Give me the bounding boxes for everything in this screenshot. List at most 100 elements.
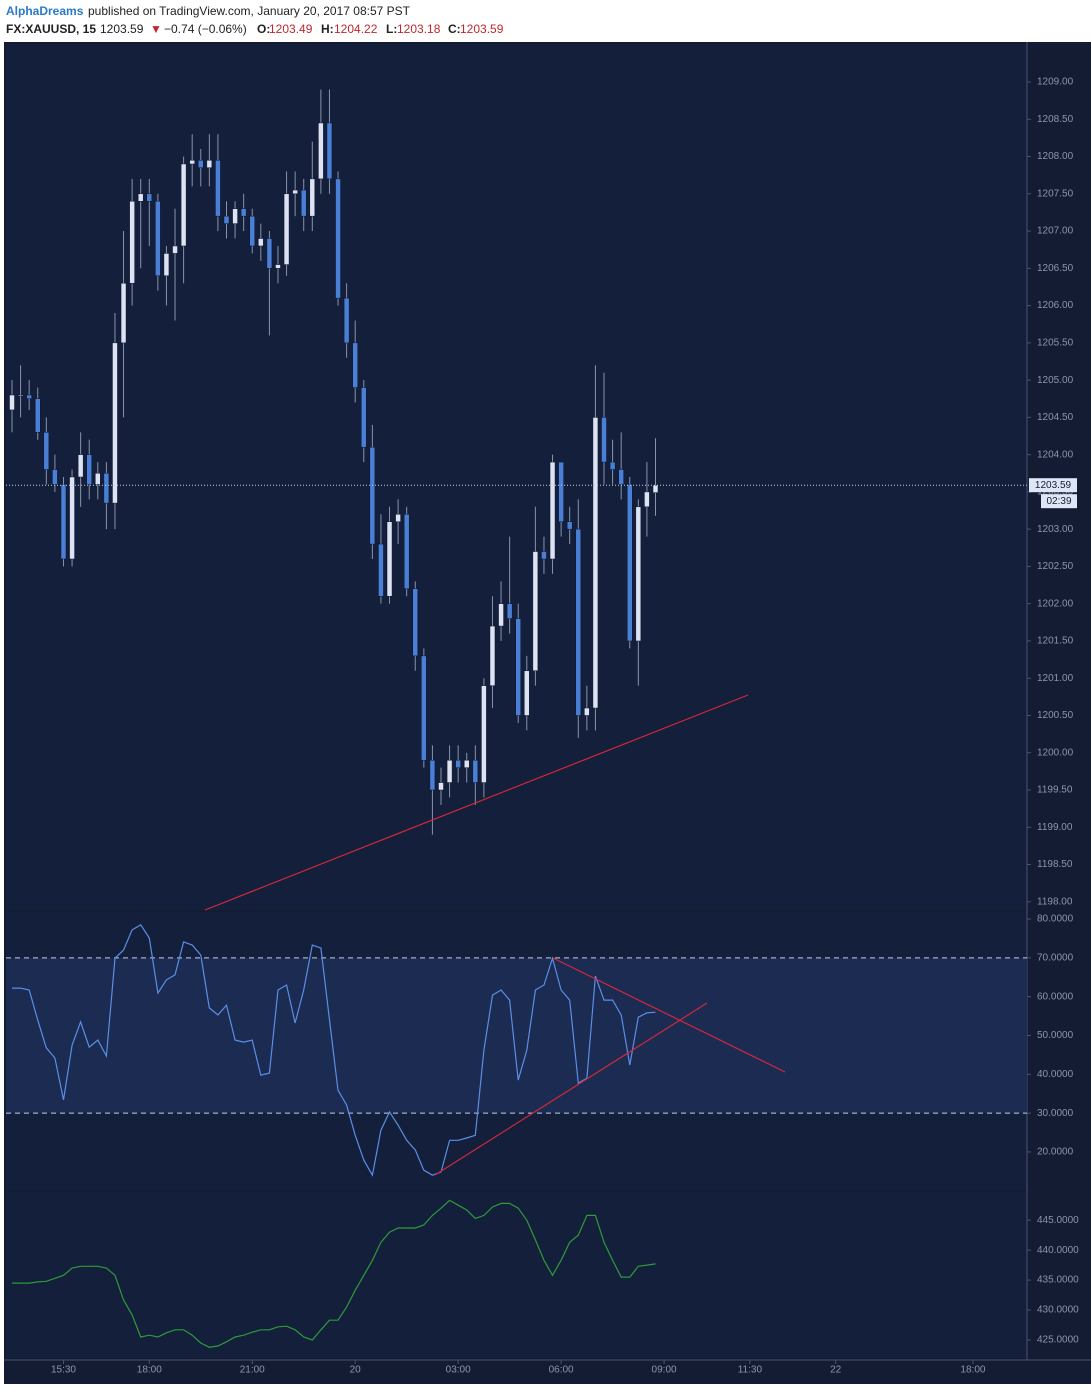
candle-body xyxy=(309,178,316,217)
candle-body xyxy=(635,506,642,642)
y-tick-label: 435.0000 xyxy=(1037,1275,1079,1286)
o-value: 1203.49 xyxy=(269,22,313,36)
candle-body xyxy=(283,193,290,265)
x-tick-label: 15:30 xyxy=(51,1365,76,1376)
y-tick-label: 80.0000 xyxy=(1037,914,1074,925)
candle-body xyxy=(223,215,230,224)
y-tick-label: 1198.50 xyxy=(1037,859,1073,870)
candle-body xyxy=(644,491,650,508)
candle-body xyxy=(361,387,367,448)
candle-body xyxy=(34,398,41,433)
candle-body xyxy=(584,707,590,716)
candle-body xyxy=(129,201,135,284)
candle-body xyxy=(232,208,238,224)
candle-body xyxy=(77,454,84,478)
y-tick-label: 1202.50 xyxy=(1037,561,1074,572)
candle-body xyxy=(515,618,521,716)
candle-body xyxy=(155,201,161,277)
last-price-box xyxy=(1029,478,1077,493)
y-tick-label: 70.0000 xyxy=(1037,952,1074,963)
candle-body xyxy=(481,685,487,783)
candle-body xyxy=(335,178,341,299)
y-tick-label: 445.0000 xyxy=(1037,1215,1079,1226)
y-tick-label: 60.0000 xyxy=(1037,991,1074,1002)
published: published on TradingView.com, January 20… xyxy=(88,4,411,18)
trend-line xyxy=(204,694,749,911)
candle-body xyxy=(9,394,15,411)
candle-body xyxy=(26,394,32,399)
candle-body xyxy=(566,521,573,530)
candle-body xyxy=(206,160,213,168)
candle-body xyxy=(60,484,67,560)
candle-body xyxy=(421,655,427,761)
y-tick-label: 40.0000 xyxy=(1037,1069,1074,1080)
x-tick-label: 11:30 xyxy=(738,1365,763,1376)
rsi-trend-line xyxy=(434,1002,708,1176)
y-tick-label: 1207.50 xyxy=(1037,188,1074,199)
candle-body xyxy=(575,528,582,716)
candle-body xyxy=(395,514,401,522)
y-tick-label: 1206.00 xyxy=(1037,300,1074,311)
countdown: 02:39 xyxy=(1046,496,1071,507)
candle-body xyxy=(95,473,101,485)
candle-body xyxy=(558,461,564,522)
x-tick-label: 06:00 xyxy=(549,1365,574,1376)
candle-body xyxy=(601,417,607,463)
candle-body xyxy=(506,603,513,619)
candle-body xyxy=(189,160,195,165)
candle-body xyxy=(446,759,453,783)
y-tick-label: 1209.00 xyxy=(1037,77,1074,88)
candle-body xyxy=(120,282,127,344)
candle-body xyxy=(532,551,539,672)
y-tick-label: 1203.00 xyxy=(1037,524,1074,535)
y-tick-label: 1208.50 xyxy=(1037,114,1074,125)
candle-body xyxy=(69,476,75,560)
rsi-trend-line xyxy=(552,957,786,1073)
candle-body xyxy=(592,417,599,709)
candle-body xyxy=(249,215,255,247)
x-tick-label: 03:00 xyxy=(446,1365,471,1376)
indicator-line xyxy=(12,1199,656,1348)
y-tick-label: 425.0000 xyxy=(1037,1335,1079,1346)
candle-body xyxy=(275,264,281,269)
x-tick-label: 18:00 xyxy=(137,1365,162,1376)
candle-body xyxy=(369,446,376,545)
candle-body xyxy=(137,193,144,202)
author[interactable]: AlphaDreams xyxy=(6,4,84,18)
y-tick-label: 1208.00 xyxy=(1037,151,1074,162)
price-pane xyxy=(6,44,1027,910)
candle-body xyxy=(378,543,384,597)
plot-layer: 15:30 18:00 21:00 20 03:00 06:00 09:00 11:30 22 1… xyxy=(6,77,1079,1376)
candle-body xyxy=(429,759,436,791)
candle-body xyxy=(52,469,58,485)
candle-body xyxy=(292,189,298,195)
candle-body xyxy=(463,759,470,768)
candle-body xyxy=(489,625,496,686)
y-tick-label: 50.0000 xyxy=(1037,1030,1074,1041)
candle-body xyxy=(386,521,393,597)
y-tick-label: 30.0000 xyxy=(1037,1108,1074,1119)
x-tick-label: 18:00 xyxy=(960,1365,985,1376)
y-tick-label: 1201.50 xyxy=(1037,636,1074,647)
candle-body xyxy=(472,759,479,783)
candle-body xyxy=(163,253,170,277)
y-tick-label: 1201.00 xyxy=(1037,673,1074,684)
candle-body xyxy=(146,193,153,202)
candle-body xyxy=(412,588,419,657)
candle-body xyxy=(498,603,504,627)
candle-body xyxy=(352,342,358,388)
candle-body xyxy=(180,163,187,247)
y-tick-label: 1205.00 xyxy=(1037,375,1074,386)
y-tick-label: 1205.50 xyxy=(1037,337,1074,348)
candle-body xyxy=(103,473,110,504)
candle-body xyxy=(549,461,556,560)
x-tick-label: 22 xyxy=(830,1365,842,1376)
y-tick-label: 1199.00 xyxy=(1037,822,1073,833)
indicator-pane xyxy=(6,1192,1027,1358)
candle-body xyxy=(86,454,92,485)
candle-body xyxy=(438,782,444,791)
y-tick-label: 1202.00 xyxy=(1037,598,1074,609)
c-label: C: xyxy=(448,22,461,36)
candle-body xyxy=(455,759,461,768)
